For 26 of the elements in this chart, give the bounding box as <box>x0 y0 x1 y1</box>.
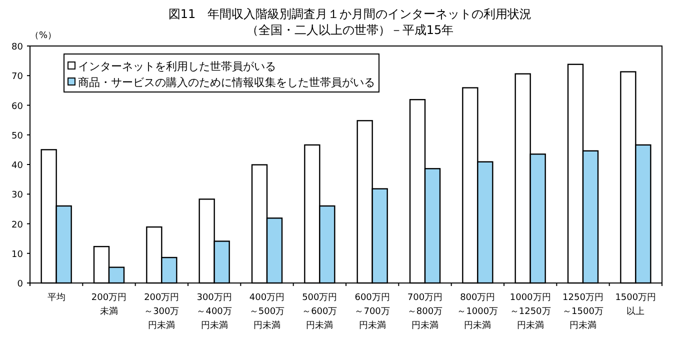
legend-label: 商品・サービスの購入のために情報収集をした世帯員がいる <box>78 76 375 89</box>
legend-label: インターネットを利用した世帯員がいる <box>78 60 276 73</box>
y-tick-label: 20 <box>12 220 24 230</box>
x-tick-label: 500万円～600万円未満 <box>302 293 338 331</box>
x-tick-label: 200万円～300万円未満 <box>144 293 180 331</box>
x-tick-label: 800万円～1000万円未満 <box>457 293 498 331</box>
chart-subtitle: （全国・二人以上の世帯）－平成15年 <box>246 23 454 37</box>
x-tick-label: 200万円未満 <box>91 293 127 317</box>
y-axis-title: （%） <box>30 31 57 41</box>
x-tick-label: 300万円～400万円未満 <box>196 293 232 331</box>
x-tick-label: 400万円～500万円未満 <box>249 293 285 331</box>
y-tick-label: 10 <box>12 250 24 260</box>
chart-title: 図11 年間収入階級別調査月１か月間のインターネットの利用状況 <box>168 7 532 21</box>
y-tick-label: 0 <box>17 280 24 290</box>
x-tick-label: 600万円～700万円未満 <box>354 293 390 331</box>
y-tick-label: 50 <box>12 131 24 142</box>
x-tick-label: 700万円～800万円未満 <box>407 293 443 331</box>
x-tick-label: 平均 <box>47 292 66 303</box>
y-tick-label: 40 <box>12 161 24 171</box>
y-tick-label: 80 <box>12 42 24 52</box>
x-tick-label: 1250万円～1500万円未満 <box>562 293 604 331</box>
y-tick-label: 60 <box>12 102 24 112</box>
y-tick-label: 70 <box>12 72 24 82</box>
x-tick-label: 1000万円～1250万円未満 <box>510 293 551 331</box>
y-tick-label: 30 <box>12 190 24 201</box>
x-tick-label: 1500万円以上 <box>615 293 656 317</box>
